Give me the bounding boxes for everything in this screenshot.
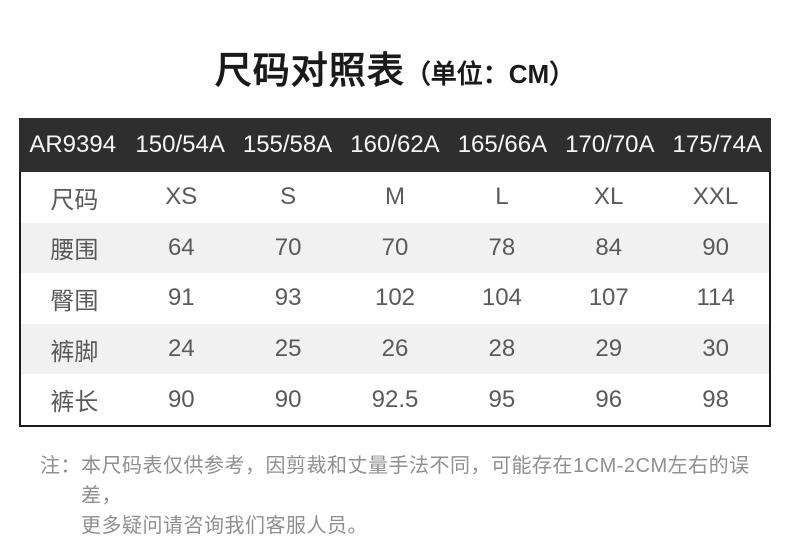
row-value: XS [165,183,198,211]
row-value: 70 [274,233,302,261]
table-header-row: AR9394 150/54A 155/58A 160/62A 165/66A 1… [19,118,771,172]
row-value: 25 [274,335,302,363]
header-cell-spec: 165/66A [457,131,548,158]
page-title-unit: （单位：CM） [404,59,576,89]
header-cell-spec: 170/70A [565,131,655,158]
row-value: 102 [374,284,416,312]
page-title-text: 尺码对照表 [214,50,405,91]
row-value: 26 [381,335,409,363]
footnote-line-1: 本尺码表仅供参考，因剪裁和丈量手法不同，可能存在1CM-2CM左右的误差， [81,455,750,507]
row-value: 95 [488,385,516,413]
footnote-lines: 本尺码表仅供参考，因剪裁和丈量手法不同，可能存在1CM-2CM左右的误差， 更多… [81,451,780,541]
row-value: 104 [481,284,522,312]
row-value: 107 [588,284,629,312]
row-value: 24 [167,335,195,363]
table-row: 裤脚 24 25 26 28 29 30 [21,323,769,375]
row-value: 84 [595,233,623,261]
header-cell-spec: 155/58A [242,131,333,158]
row-label: 尺码 [50,186,99,214]
row-label: 臀围 [50,287,99,315]
row-value: 78 [488,233,516,261]
row-value: 64 [167,233,195,261]
table-row: 尺码 XS S M L XL XXL [21,172,769,223]
size-table: AR9394 150/54A 155/58A 160/62A 165/66A 1… [19,118,771,427]
row-value: 98 [702,385,729,413]
row-label: 裤长 [50,389,99,417]
table-row: 臀围 91 93 102 104 107 114 [21,273,769,324]
footnote-prefix: 注： [40,455,81,477]
row-label: 裤脚 [50,338,99,366]
row-value: 91 [167,284,195,312]
row-value: 29 [595,335,623,363]
header-cell-spec: 175/74A [672,131,762,158]
page-title: 尺码对照表（单位：CM） [0,40,790,94]
row-value: 96 [595,385,623,413]
row-value: 30 [702,335,729,363]
table-row: 腰围 64 70 70 78 84 90 [21,222,769,274]
row-value: 90 [274,385,302,413]
row-value: XXL [692,183,739,211]
row-value: 114 [696,284,735,312]
header-cell-spec: 160/62A [350,131,440,158]
row-value: M [385,183,405,211]
row-value: XL [594,183,624,211]
table-row: 裤长 90 90 92.5 95 96 98 [21,374,769,425]
header-cell-spec: 150/54A [135,131,225,158]
row-value: 90 [167,385,195,413]
footnote: 注： 本尺码表仅供参考，因剪裁和丈量手法不同，可能存在1CM-2CM左右的误差，… [40,451,780,541]
row-value: 93 [274,284,302,312]
row-value: 70 [381,233,409,261]
header-cell-model: AR9394 [29,131,117,158]
row-value: 92.5 [371,385,419,413]
footnote-line-2: 更多疑问请咨询我们客服人员。 [81,515,368,537]
table-body: 尺码 XS S M L XL XXL 腰围 64 70 70 78 84 90 … [19,172,771,427]
row-value: S [280,183,297,211]
row-label: 腰围 [50,237,99,265]
row-value: L [495,183,509,211]
row-value: 28 [488,335,516,363]
row-value: 90 [702,233,729,261]
